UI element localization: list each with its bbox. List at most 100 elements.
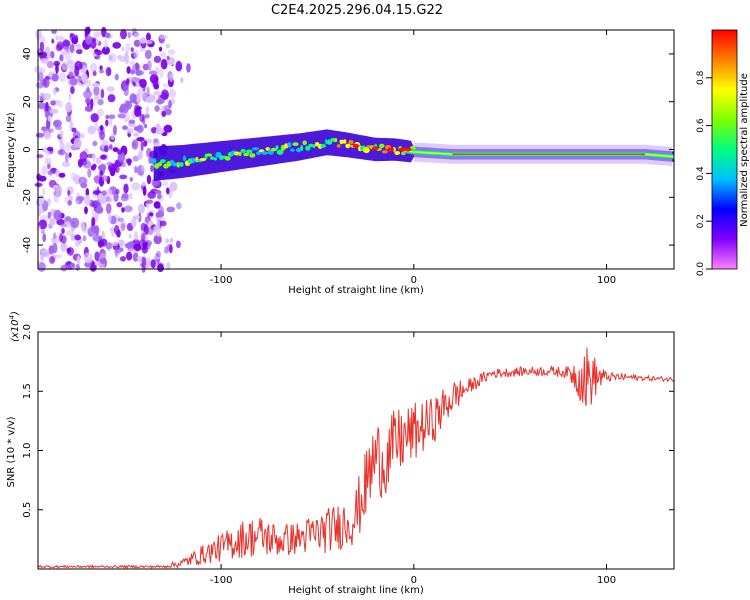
noise-blob xyxy=(49,108,59,114)
noise-blob xyxy=(86,79,92,88)
noise-blob xyxy=(70,217,80,229)
noise-blob xyxy=(112,124,117,136)
noise-blob xyxy=(41,249,49,254)
noise-blob xyxy=(131,139,139,150)
noise-blob xyxy=(151,127,157,134)
noise-blob xyxy=(36,173,42,181)
ridge-blob xyxy=(381,150,388,154)
noise-blob xyxy=(61,61,69,71)
noise-blob xyxy=(90,63,97,72)
noise-blob xyxy=(132,77,140,83)
noise-blob xyxy=(155,98,165,105)
ridge-blob xyxy=(209,156,215,160)
noise-blob xyxy=(99,125,104,131)
noise-blob xyxy=(101,230,105,241)
noise-blob xyxy=(145,32,152,41)
noise-blob xyxy=(35,132,45,138)
noise-blob xyxy=(156,219,161,230)
noise-blob xyxy=(104,32,111,38)
noise-blob xyxy=(150,165,154,172)
noise-blob xyxy=(66,247,72,254)
noise-blob xyxy=(62,40,71,47)
noise-blob xyxy=(169,73,174,83)
noise-blob xyxy=(40,58,49,64)
ridge-blob xyxy=(394,151,401,155)
noise-blob xyxy=(47,115,52,122)
noise-blob xyxy=(153,138,159,144)
spectrogram-x-axis-label: Height of straight line (km) xyxy=(288,285,424,296)
noise-blob xyxy=(133,49,140,59)
noise-blob xyxy=(47,146,54,152)
noise-blob xyxy=(144,113,150,119)
noise-blob xyxy=(96,108,104,117)
noise-blob xyxy=(175,60,183,72)
spectrogram-y-axis-label: Frequency (Hz) xyxy=(6,112,17,188)
noise-blob xyxy=(157,263,164,273)
noise-blob xyxy=(71,235,75,242)
noise-blob xyxy=(36,82,44,89)
noise-blob xyxy=(105,203,112,214)
ridge-blob xyxy=(276,149,284,155)
ridge-blob xyxy=(157,162,163,167)
noise-blob xyxy=(100,163,107,172)
noise-blob xyxy=(69,120,73,131)
colorbar-tick-label: 0.2 xyxy=(696,214,706,228)
noise-blob xyxy=(131,182,141,191)
noise-blob xyxy=(84,35,93,45)
noise-blob xyxy=(148,212,154,217)
noise-blob xyxy=(51,38,55,44)
noise-blob xyxy=(94,121,98,131)
noise-blob xyxy=(59,72,66,82)
noise-blob xyxy=(94,251,100,262)
noise-blob xyxy=(153,91,162,96)
noise-blob xyxy=(145,199,154,204)
noise-blob xyxy=(78,158,83,168)
noise-blob xyxy=(168,99,172,109)
noise-blob xyxy=(100,88,105,99)
noise-blob xyxy=(44,130,50,137)
noise-blob xyxy=(105,67,112,77)
noise-blob xyxy=(117,217,125,223)
noise-blob xyxy=(120,256,126,262)
noise-blob xyxy=(160,52,166,58)
noise-blob xyxy=(117,239,125,247)
ridge-blob xyxy=(290,148,295,152)
y-tick-label: 0.5 xyxy=(22,502,33,518)
noise-blob xyxy=(68,71,74,78)
noise-blob xyxy=(91,216,96,227)
noise-blob xyxy=(82,160,92,169)
noise-blob xyxy=(59,130,64,138)
noise-blob xyxy=(84,98,91,104)
noise-blob xyxy=(58,100,64,108)
noise-blob xyxy=(125,42,131,52)
noise-blob xyxy=(166,261,171,271)
noise-blob xyxy=(52,119,62,128)
noise-blob xyxy=(128,233,132,239)
ridge-blob xyxy=(256,151,261,156)
noise-blob xyxy=(165,238,169,244)
noise-blob xyxy=(100,154,107,160)
noise-blob xyxy=(158,46,163,52)
x-tick-label: 100 xyxy=(597,275,616,286)
noise-blob xyxy=(134,165,138,174)
ridge-blob xyxy=(345,143,351,149)
noise-blob xyxy=(111,226,115,238)
noise-blob xyxy=(51,29,57,34)
y-tick-label: 20 xyxy=(22,95,33,108)
noise-blob xyxy=(114,224,120,235)
noise-blob xyxy=(115,188,120,195)
noise-blob xyxy=(106,188,113,198)
noise-blob xyxy=(69,262,76,268)
spectrogram-panel: -100 0 100 -40 -20 0 20 40 Height of straight … xyxy=(6,26,675,296)
noise-blob xyxy=(36,224,41,232)
colorbar-tick-label: 0.8 xyxy=(696,70,706,85)
y-tick-label: -40 xyxy=(22,237,33,253)
noise-blob xyxy=(138,203,145,214)
noise-blob xyxy=(68,152,72,158)
noise-blob xyxy=(166,206,176,213)
ridge-blob xyxy=(267,149,274,155)
noise-blob xyxy=(141,165,145,172)
noise-blob xyxy=(95,156,101,165)
noise-blob xyxy=(126,78,130,85)
ridge-hotspot xyxy=(404,147,412,152)
